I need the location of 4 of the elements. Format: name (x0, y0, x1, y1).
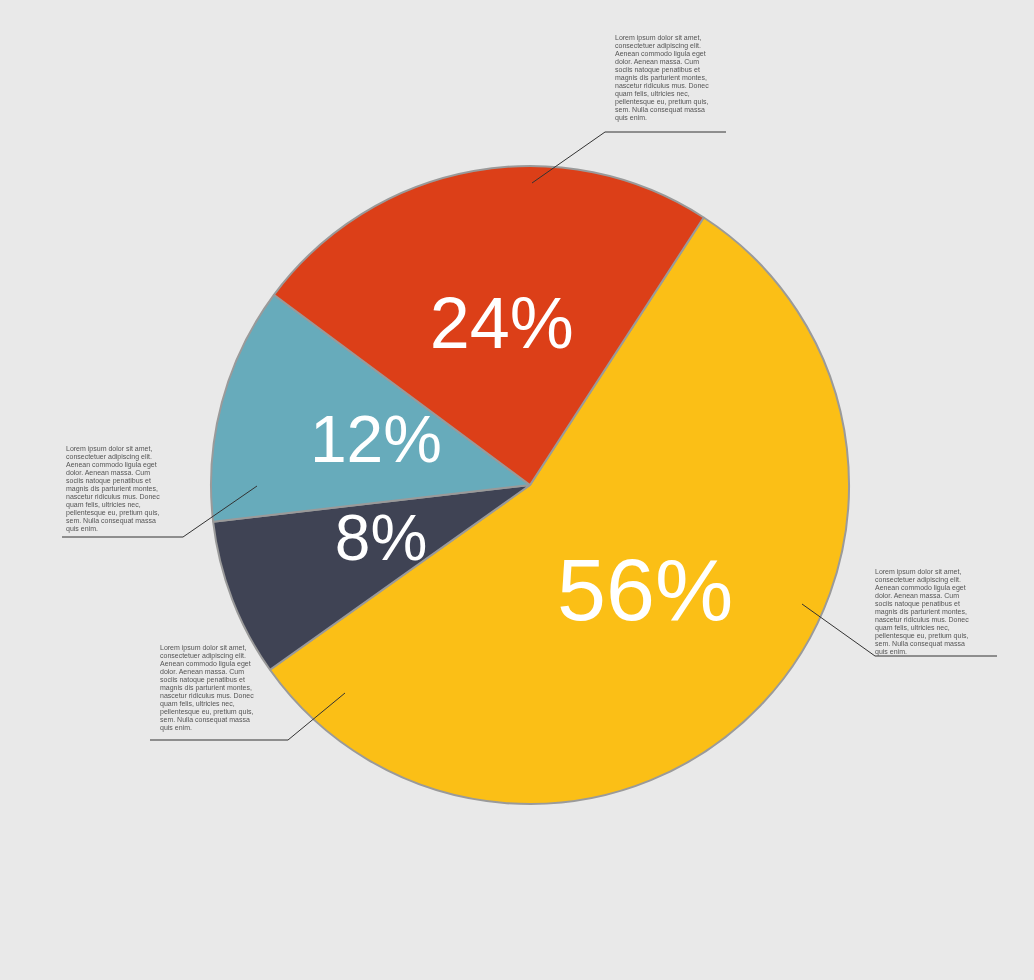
data-label: 8% (334, 501, 428, 574)
data-label: 56% (557, 539, 734, 639)
data-label: 24% (429, 282, 574, 363)
data-label: 12% (309, 401, 442, 476)
